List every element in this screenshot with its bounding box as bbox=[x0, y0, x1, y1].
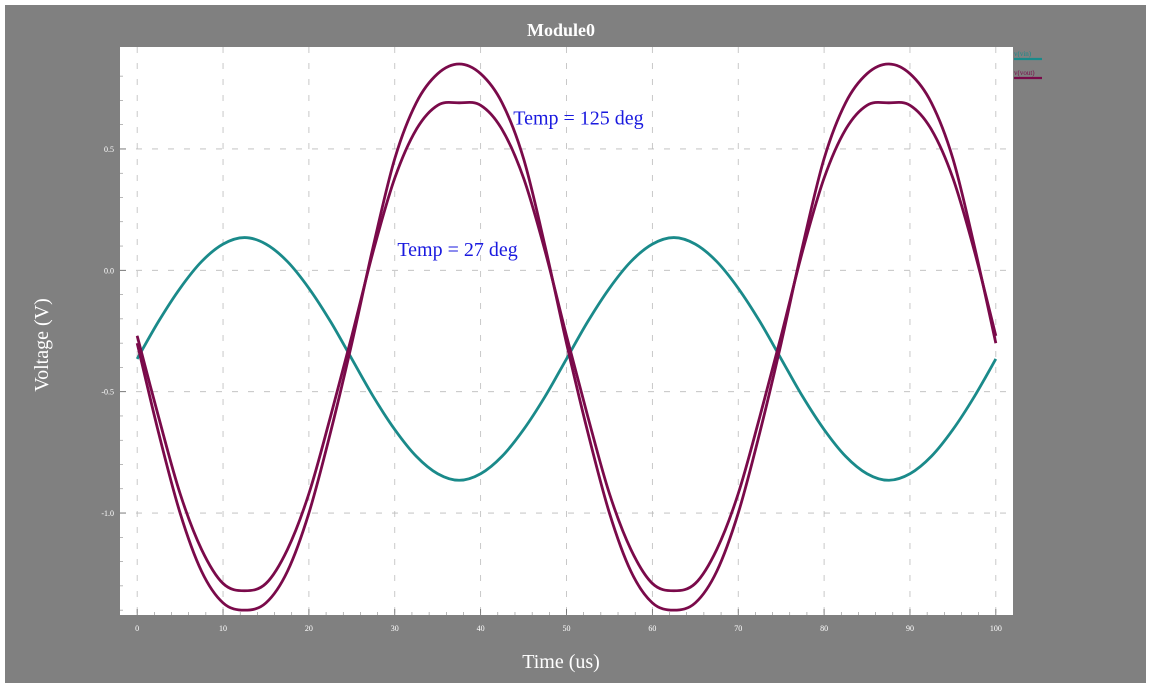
y-tick-label: -0.5 bbox=[101, 388, 114, 397]
series-line-v-vout-1 bbox=[135, 100, 998, 593]
x-axis-label: Time (us) bbox=[522, 651, 600, 673]
chart-svg: 0 10 20 30 40 50 60 70 80 90 100 -1.0 -0.5 0.0 0.5 Mod… bbox=[31, 20, 1042, 673]
x-tick-label: 90 bbox=[906, 624, 914, 633]
x-tick-label: 40 bbox=[477, 624, 485, 633]
legend: v(vin) v(vout) bbox=[1014, 50, 1042, 80]
y-axis-label: Voltage (V) bbox=[31, 298, 53, 392]
y-tick-label: 0.5 bbox=[104, 145, 114, 154]
x-tick-label: 10 bbox=[219, 624, 227, 633]
series-line-v-vin-0 bbox=[135, 236, 998, 482]
x-tick-label: 0 bbox=[135, 624, 139, 633]
x-tick-label: 30 bbox=[391, 624, 399, 633]
grid bbox=[120, 47, 1013, 615]
y-tick-label: -1.0 bbox=[101, 509, 114, 518]
y-tick-label: 0.0 bbox=[104, 266, 114, 275]
chart-title: Module0 bbox=[527, 20, 595, 40]
annotations: Temp = 125 deg Temp = 27 deg bbox=[397, 108, 643, 261]
series-group bbox=[135, 62, 998, 612]
x-tick-label: 80 bbox=[820, 624, 828, 633]
plot-window: 0 10 20 30 40 50 60 70 80 90 100 -1.0 -0.5 0.0 0.5 Mod… bbox=[5, 5, 1146, 683]
x-tick-label: 100 bbox=[990, 624, 1002, 633]
legend-label: v(vout) bbox=[1014, 69, 1035, 77]
x-tick-label: 60 bbox=[648, 624, 656, 633]
x-tick-label: 70 bbox=[734, 624, 742, 633]
annotation-label: Temp = 27 deg bbox=[397, 239, 517, 261]
x-tick-label: 20 bbox=[305, 624, 313, 633]
x-tick-label: 50 bbox=[563, 624, 571, 633]
legend-label: v(vin) bbox=[1014, 50, 1032, 58]
axis-ticks: 0 10 20 30 40 50 60 70 80 90 100 -1.0 -0.5 0.0 0.5 bbox=[101, 75, 1002, 633]
annotation-label: Temp = 125 deg bbox=[513, 108, 643, 130]
series-line-v-vout-2 bbox=[135, 62, 998, 612]
